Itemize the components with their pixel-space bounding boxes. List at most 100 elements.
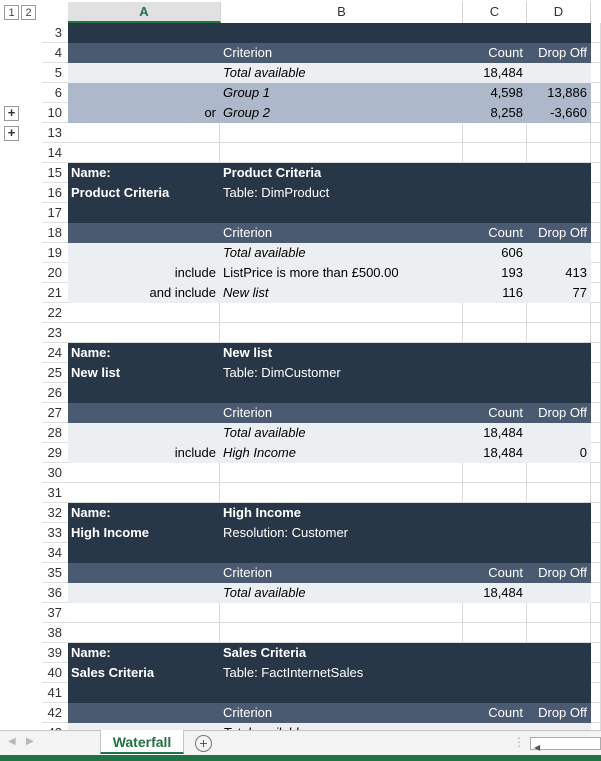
row-header[interactable]: 10 <box>42 103 68 123</box>
cell-a[interactable] <box>68 383 220 403</box>
cell-a[interactable] <box>68 143 220 163</box>
cell-e[interactable] <box>591 403 601 423</box>
row-header[interactable]: 16 <box>42 183 68 203</box>
row-header[interactable]: 27 <box>42 403 68 423</box>
cell-b[interactable]: ListPrice is more than £500.00 <box>220 263 463 283</box>
cell-b[interactable]: Total available <box>220 583 463 603</box>
column-header-b[interactable]: B <box>221 2 463 23</box>
cell-e[interactable] <box>591 83 601 103</box>
row-header[interactable]: 3 <box>42 23 68 43</box>
row-header[interactable]: 14 <box>42 143 68 163</box>
cell-e[interactable] <box>591 183 601 203</box>
cell-c[interactable]: 606 <box>463 243 527 263</box>
cell-e[interactable] <box>591 503 601 523</box>
row-header[interactable]: 17 <box>42 203 68 223</box>
row-header[interactable]: 41 <box>42 683 68 703</box>
row-header[interactable]: 33 <box>42 523 68 543</box>
row-header[interactable]: 36 <box>42 583 68 603</box>
cell-c[interactable] <box>463 603 527 623</box>
sheet-tab-waterfall[interactable]: Waterfall <box>100 730 184 754</box>
cell-c[interactable]: Count <box>463 703 527 723</box>
cell-b[interactable]: New list <box>220 283 463 303</box>
outline-level-2-button[interactable]: 2 <box>21 5 36 20</box>
row-header[interactable]: 19 <box>42 243 68 263</box>
cell-c[interactable] <box>463 663 527 683</box>
row-header[interactable]: 38 <box>42 623 68 643</box>
cell-d[interactable] <box>527 343 591 363</box>
cell-d[interactable] <box>527 323 591 343</box>
row-header[interactable]: 26 <box>42 383 68 403</box>
cell-d[interactable] <box>527 143 591 163</box>
cell-a[interactable] <box>68 63 220 83</box>
row-header[interactable]: 20 <box>42 263 68 283</box>
cell-d[interactable] <box>527 603 591 623</box>
cell-b[interactable]: Criterion <box>220 43 463 63</box>
cell-d[interactable] <box>527 183 591 203</box>
cell-c[interactable] <box>463 343 527 363</box>
column-header-c[interactable]: C <box>463 2 527 23</box>
cell-a[interactable] <box>68 703 220 723</box>
column-header-a[interactable]: A <box>68 2 221 23</box>
row-header[interactable]: 30 <box>42 463 68 483</box>
cell-a[interactable]: Sales Criteria <box>68 663 220 683</box>
cell-d[interactable] <box>527 623 591 643</box>
select-all-corner[interactable] <box>42 2 69 23</box>
expand-group-button[interactable]: + <box>4 126 19 141</box>
cell-b[interactable]: Criterion <box>220 563 463 583</box>
horizontal-scrollbar[interactable]: ◀ <box>530 737 601 752</box>
cell-d[interactable] <box>527 643 591 663</box>
row-header[interactable]: 15 <box>42 163 68 183</box>
cell-a[interactable] <box>68 243 220 263</box>
cell-a[interactable] <box>68 483 220 503</box>
cell-c[interactable]: 193 <box>463 263 527 283</box>
cell-d[interactable] <box>527 303 591 323</box>
cell-c[interactable] <box>463 463 527 483</box>
outline-level-1-button[interactable]: 1 <box>4 5 19 20</box>
add-sheet-button[interactable]: + <box>195 735 212 752</box>
cell-e[interactable] <box>591 63 601 83</box>
row-header[interactable]: 24 <box>42 343 68 363</box>
cell-b[interactable]: Criterion <box>220 403 463 423</box>
row-header[interactable]: 28 <box>42 423 68 443</box>
row-header[interactable]: 13 <box>42 123 68 143</box>
cell-b[interactable] <box>220 483 463 503</box>
cell-e[interactable] <box>591 523 601 543</box>
column-header-d[interactable]: D <box>527 2 591 23</box>
cell-b[interactable]: High Income <box>220 503 463 523</box>
cell-c[interactable] <box>463 683 527 703</box>
cell-e[interactable] <box>591 463 601 483</box>
cell-c[interactable] <box>463 183 527 203</box>
cell-d[interactable] <box>527 23 591 43</box>
cell-b[interactable] <box>220 203 463 223</box>
cell-b[interactable]: Group 2 <box>220 103 463 123</box>
cell-b[interactable] <box>220 623 463 643</box>
cell-c[interactable] <box>463 163 527 183</box>
cell-d[interactable] <box>527 523 591 543</box>
cell-c[interactable] <box>463 23 527 43</box>
cell-a[interactable] <box>68 423 220 443</box>
cell-e[interactable] <box>591 483 601 503</box>
cell-d[interactable] <box>527 663 591 683</box>
cell-b[interactable] <box>220 383 463 403</box>
cell-d[interactable] <box>527 503 591 523</box>
cell-b[interactable]: Total available <box>220 423 463 443</box>
cell-d[interactable]: 0 <box>527 443 591 463</box>
cell-c[interactable]: 18,484 <box>463 443 527 463</box>
cell-c[interactable] <box>463 323 527 343</box>
row-header[interactable]: 34 <box>42 543 68 563</box>
cell-b[interactable]: Sales Criteria <box>220 643 463 663</box>
cell-a[interactable] <box>68 303 220 323</box>
cell-a[interactable]: Name: <box>68 163 220 183</box>
cell-a[interactable] <box>68 563 220 583</box>
cell-d[interactable]: 413 <box>527 263 591 283</box>
cell-c[interactable] <box>463 523 527 543</box>
row-header[interactable]: 21 <box>42 283 68 303</box>
cell-a[interactable] <box>68 543 220 563</box>
cell-d[interactable] <box>527 63 591 83</box>
cell-d[interactable] <box>527 163 591 183</box>
cell-a[interactable] <box>68 683 220 703</box>
row-header[interactable]: 25 <box>42 363 68 383</box>
cell-c[interactable] <box>463 363 527 383</box>
tab-split-handle[interactable]: ⋮ <box>513 735 525 749</box>
cell-c[interactable] <box>463 503 527 523</box>
